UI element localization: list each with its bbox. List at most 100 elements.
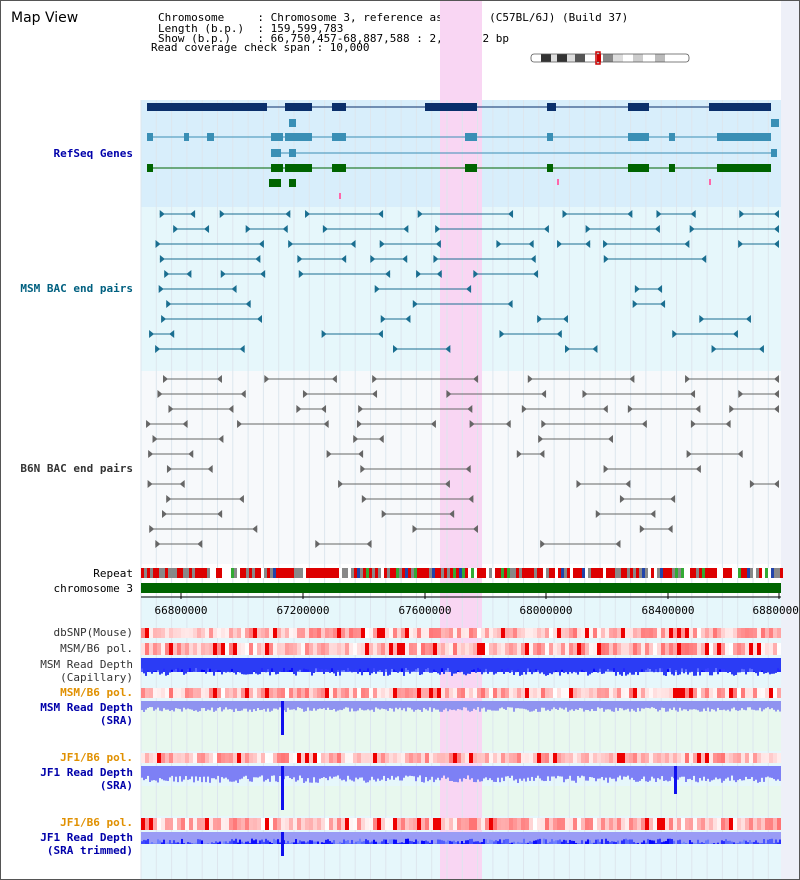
repeat-segment [378, 568, 381, 578]
depth-bar [489, 658, 491, 671]
depth-bar [461, 832, 463, 842]
heat-cell [153, 643, 157, 655]
heat-cell [449, 643, 453, 655]
heat-cell [329, 818, 333, 830]
depth-bar [447, 658, 449, 669]
repeat-segment [768, 568, 771, 578]
depth-bar [567, 766, 569, 779]
depth-bar [319, 766, 321, 779]
depth-bar [495, 766, 497, 782]
repeat-segment [636, 568, 639, 578]
bac-end-marker [190, 210, 196, 218]
depth-bar [431, 701, 433, 712]
depth-bar [453, 658, 455, 674]
depth-bar [359, 832, 361, 839]
heat-cell [253, 688, 257, 698]
depth-bar [491, 701, 493, 711]
depth-bar [719, 832, 721, 844]
heat-cell [589, 688, 593, 698]
heat-cell [553, 643, 557, 655]
repeat-segment [324, 568, 327, 578]
depth-bar [253, 832, 255, 841]
depth-bar [159, 658, 161, 675]
label-jf1-depth-trim-1[interactable]: JF1 Read Depth [40, 831, 133, 844]
heat-cell [441, 818, 445, 830]
depth-bar [159, 832, 161, 841]
depth-bar [379, 701, 381, 710]
depth-bar [689, 766, 691, 779]
label-msm-pol[interactable]: MSM/B6 pol. [60, 642, 133, 655]
label-refseq-genes[interactable]: RefSeq Genes [53, 147, 133, 160]
heat-cell [169, 643, 173, 655]
heat-cell [457, 818, 461, 830]
depth-bar [725, 701, 727, 711]
label-msm-pol-sra[interactable]: MSM/B6 pol. [60, 686, 133, 699]
label-jf1-depth-trim-2: (SRA trimmed) [46, 844, 133, 857]
depth-bar [351, 658, 353, 673]
depth-bar [555, 701, 557, 709]
depth-bar [165, 766, 167, 781]
heat-cell [457, 643, 461, 655]
depth-bar [413, 766, 415, 777]
bac-end-marker [417, 210, 423, 218]
repeat-segment [549, 568, 552, 578]
heat-cell [749, 818, 753, 830]
heat-cell [389, 688, 393, 698]
heat-cell [593, 628, 597, 638]
depth-bar [625, 832, 627, 839]
depth-bar [611, 766, 613, 779]
depth-bar [143, 832, 145, 840]
depth-bar [297, 832, 299, 843]
repeat-segment [696, 568, 699, 578]
repeat-segment [564, 568, 567, 578]
label-b6n-bac[interactable]: B6N BAC end pairs [20, 462, 133, 475]
label-jf1-depth-1[interactable]: JF1 Read Depth [40, 766, 133, 779]
depth-bar [417, 832, 419, 842]
label-jf1-pol[interactable]: JF1/B6 pol. [60, 751, 133, 764]
heat-cell [613, 688, 617, 698]
depth-bar [605, 832, 607, 839]
depth-bar [393, 832, 395, 840]
depth-bar [425, 766, 427, 778]
heat-cell [629, 753, 633, 763]
depth-bar [421, 701, 423, 712]
depth-bar [353, 832, 355, 844]
depth-bar [619, 766, 621, 776]
repeat-segment [651, 568, 654, 578]
heat-cell [485, 688, 489, 698]
repeat-segment [684, 568, 687, 578]
depth-bar [173, 832, 175, 841]
depth-bar [529, 701, 531, 712]
label-msm-depth-capillary-1[interactable]: MSM Read Depth [40, 658, 133, 671]
depth-bar [483, 832, 485, 839]
heat-cell [553, 688, 557, 698]
label-msm-depth-sra-1[interactable]: MSM Read Depth [40, 701, 133, 714]
heat-cell [445, 753, 449, 763]
bac-end-marker [466, 285, 472, 293]
heat-cell [721, 628, 725, 638]
bac-end-marker [155, 540, 161, 548]
heat-cell [665, 753, 669, 763]
label-jf1-pol-2[interactable]: JF1/B6 pol. [60, 816, 133, 829]
heat-cell [253, 628, 257, 638]
label-msm-bac[interactable]: MSM BAC end pairs [20, 282, 133, 295]
depth-bar [389, 766, 391, 780]
depth-bar [313, 658, 315, 673]
axis-tick-label: 67200000 [276, 604, 330, 617]
depth-bar [745, 832, 747, 841]
gene-exon [669, 133, 675, 141]
depth-bar [751, 658, 753, 670]
bac-end-marker [629, 375, 635, 383]
depth-bar [735, 701, 737, 711]
heat-cell [397, 688, 401, 698]
depth-bar [723, 658, 725, 669]
heat-cell [621, 688, 625, 698]
heat-cell [605, 753, 609, 763]
heat-cell [157, 753, 161, 763]
heat-cell [221, 818, 225, 830]
depth-bar [229, 658, 231, 673]
heat-cell [505, 628, 509, 638]
label-dbsnp[interactable]: dbSNP(Mouse) [53, 626, 133, 639]
repeat-segment [426, 568, 429, 578]
